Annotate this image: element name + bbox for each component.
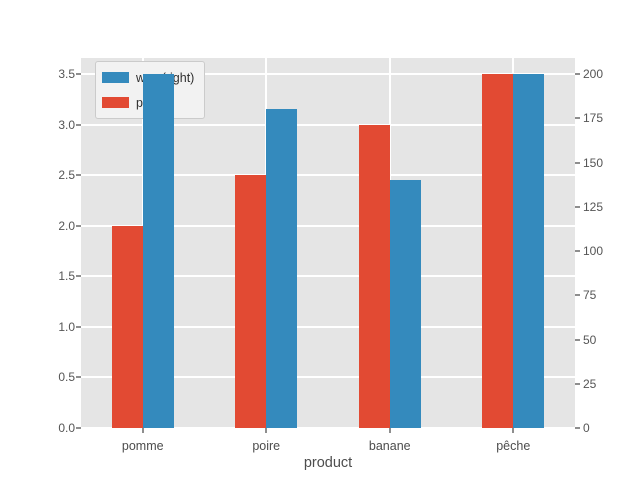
right-tick-label-50: 50	[583, 332, 597, 347]
right-tick-mark-0	[575, 427, 580, 429]
x-tick-mark-pêche	[512, 428, 515, 433]
bar-wnv-poire	[266, 109, 298, 428]
right-tick-label-150: 150	[583, 155, 604, 170]
right-tick-label-125: 125	[583, 199, 604, 214]
left-tick-label-2.0: 2.0	[58, 218, 75, 233]
legend-swatch-prix	[102, 97, 129, 108]
x-tick-mark-banane	[388, 428, 391, 433]
right-tick-mark-200	[575, 73, 580, 75]
gridline-h-1.0	[81, 325, 575, 328]
left-tick-label-3.0: 3.0	[58, 117, 75, 132]
legend-swatch-wnv	[102, 72, 129, 83]
bar-prix-banane	[358, 124, 390, 428]
right-tick-label-75: 75	[583, 288, 597, 303]
left-tick-mark-2.0	[76, 224, 81, 227]
xlabel: product	[303, 455, 353, 471]
right-tick-mark-175	[575, 117, 580, 120]
x-tick-mark-poire	[265, 428, 268, 433]
right-tick-mark-125	[575, 205, 580, 208]
left-tick-mark-0.0	[76, 427, 81, 429]
left-tick-label-2.5: 2.5	[58, 168, 75, 183]
bar-prix-pêche	[482, 74, 514, 428]
right-tick-label-200: 200	[583, 67, 604, 81]
right-tick-mark-100	[575, 250, 580, 252]
bar-wnv-pêche	[513, 74, 545, 428]
left-tick-label-3.5: 3.5	[58, 67, 75, 81]
left-tick-mark-1.0	[76, 325, 81, 328]
left-tick-mark-3.0	[76, 123, 81, 126]
left-tick-label-1.0: 1.0	[58, 319, 75, 334]
bar-wnv-pomme	[142, 74, 174, 428]
right-tick-mark-50	[575, 338, 580, 341]
right-tick-label-100: 100	[583, 244, 604, 258]
gridline-h-2.5	[81, 174, 575, 177]
gridline-h-0.5	[81, 376, 575, 379]
right-tick-mark-150	[575, 161, 580, 164]
gridline-h-3.5	[81, 73, 575, 75]
left-tick-label-0.5: 0.5	[58, 370, 75, 385]
gridline-h-0.0	[81, 427, 575, 429]
bar-wnv-banane	[389, 180, 421, 428]
left-tick-mark-3.5	[76, 73, 81, 75]
left-tick-mark-2.5	[76, 174, 81, 177]
bar-prix-poire	[235, 175, 267, 428]
right-tick-label-25: 25	[583, 376, 597, 391]
right-tick-mark-75	[575, 294, 580, 297]
left-tick-label-1.5: 1.5	[58, 269, 75, 284]
left-tick-mark-0.5	[76, 376, 81, 379]
x-tick-label-pêche: pêche	[496, 439, 531, 453]
x-tick-label-poire: poire	[252, 439, 281, 453]
right-tick-label-0: 0	[583, 421, 590, 435]
right-tick-label-175: 175	[583, 111, 604, 126]
bar-prix-pomme	[111, 225, 143, 428]
plot-area: wnv (right)prix	[81, 58, 575, 429]
gridline-h-1.5	[81, 275, 575, 278]
x-tick-label-banane: banane	[368, 439, 411, 453]
right-tick-mark-25	[575, 382, 580, 385]
gridline-h-2.0	[81, 224, 575, 227]
gridline-h-3.0	[81, 123, 575, 126]
left-tick-mark-1.5	[76, 275, 81, 278]
x-tick-label-pomme: pomme	[121, 439, 164, 453]
x-tick-mark-pomme	[141, 428, 144, 433]
left-tick-label-0.0: 0.0	[58, 421, 75, 435]
